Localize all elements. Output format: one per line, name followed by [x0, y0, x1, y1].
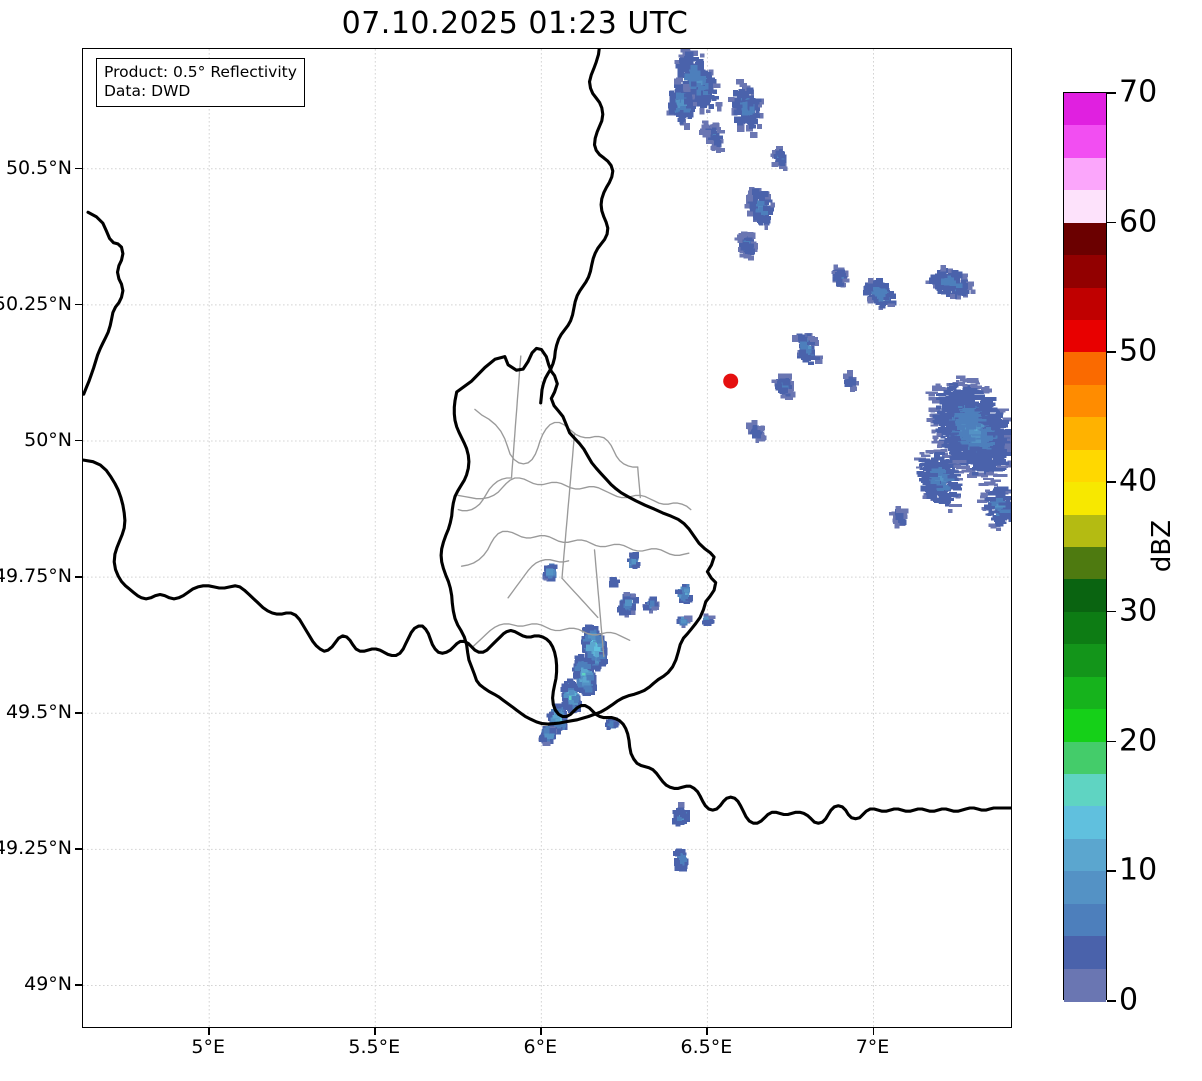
- colorbar-band: [1064, 157, 1106, 191]
- y-tick-mark: [75, 303, 82, 306]
- page-title: 07.10.2025 01:23 UTC: [341, 6, 689, 41]
- colorbar-tick-mark: [1107, 740, 1116, 743]
- country-border-layer: [83, 49, 1011, 825]
- info-data-line: Data: DWD: [104, 81, 191, 100]
- x-tick-mark: [872, 1028, 874, 1035]
- y-tick-mark: [75, 440, 82, 442]
- y-tick-label: 49°N: [24, 973, 72, 996]
- colorbar-band: [1064, 255, 1106, 289]
- colorbar-band: [1064, 774, 1106, 808]
- colorbar-band: [1064, 644, 1106, 678]
- colorbar-tick-label: 30: [1119, 593, 1158, 629]
- y-tick-mark: [75, 167, 82, 170]
- colorbar-band: [1064, 514, 1106, 548]
- colorbar-band: [1064, 611, 1106, 645]
- colorbar-band: [1064, 287, 1106, 321]
- colorbar-tick-label: 0: [1119, 982, 1139, 1018]
- x-tick-mark: [208, 1028, 210, 1035]
- colorbar-band: [1064, 384, 1106, 418]
- colorbar-band: [1064, 320, 1106, 354]
- x-tick-mark: [540, 1028, 542, 1035]
- radar-echo-layer: [538, 49, 1011, 872]
- colorbar-band: [1064, 222, 1106, 256]
- colorbar-tick-mark: [1107, 1000, 1116, 1002]
- colorbar-tick-mark: [1107, 221, 1116, 224]
- colorbar-band: [1064, 676, 1106, 710]
- colorbar-band: [1064, 741, 1106, 775]
- colorbar-tick-mark: [1107, 92, 1116, 94]
- y-tick-label: 49.5°N: [5, 701, 72, 724]
- colorbar-tick-label: 70: [1119, 74, 1158, 110]
- y-tick-label: 49.25°N: [0, 837, 72, 860]
- colorbar-band: [1064, 125, 1106, 159]
- colorbar-tick-mark: [1107, 610, 1116, 613]
- radar-site-marker[interactable]: [723, 373, 739, 389]
- colorbar-tick-label: 60: [1119, 204, 1158, 240]
- y-tick-mark: [75, 848, 82, 850]
- colorbar-tick-mark: [1107, 870, 1116, 872]
- colorbar-band: [1064, 352, 1106, 386]
- product-info-box: Product: 0.5° Reflectivity Data: DWD: [96, 58, 305, 107]
- colorbar-tick-label: 50: [1119, 333, 1158, 369]
- colorbar-band: [1064, 871, 1106, 905]
- colorbar-band: [1064, 903, 1106, 937]
- info-product-line: Product: 0.5° Reflectivity: [104, 63, 297, 81]
- y-tick-label: 50.25°N: [0, 292, 72, 315]
- colorbar-band: [1064, 417, 1106, 451]
- colorbar-band: [1064, 806, 1106, 840]
- colorbar-band: [1064, 936, 1106, 970]
- y-tick-mark: [75, 576, 82, 578]
- y-tick-mark: [75, 984, 82, 986]
- radar-site-marker-layer[interactable]: [723, 373, 739, 389]
- y-tick-label: 49.75°N: [0, 565, 72, 588]
- colorbar-band: [1064, 579, 1106, 613]
- colorbar-axis-label: dBZ: [1147, 519, 1177, 573]
- colorbar-tick-label: 40: [1119, 463, 1158, 499]
- colorbar-tick-label: 20: [1119, 723, 1158, 759]
- colorbar[interactable]: [1063, 92, 1107, 1002]
- colorbar-tick-label: 10: [1119, 852, 1158, 888]
- colorbar-band: [1064, 449, 1106, 483]
- y-tick-label: 50.5°N: [5, 156, 72, 179]
- y-tick-label: 50°N: [24, 429, 72, 451]
- colorbar-tick-mark: [1107, 351, 1116, 354]
- y-tick-mark: [75, 712, 82, 714]
- radar-map-panel[interactable]: [82, 48, 1012, 1028]
- colorbar-band: [1064, 709, 1106, 743]
- colorbar-tick-mark: [1107, 481, 1116, 483]
- x-tick-label: 5.5°E: [348, 1036, 401, 1058]
- colorbar-band: [1064, 968, 1106, 1002]
- colorbar-band: [1064, 190, 1106, 224]
- x-tick-label: 6°E: [523, 1036, 558, 1058]
- colorbar-band: [1064, 547, 1106, 581]
- radar-map-canvas: [83, 49, 1011, 1027]
- colorbar-band: [1064, 838, 1106, 872]
- x-tick-label: 7°E: [855, 1036, 890, 1058]
- x-tick-mark: [706, 1028, 708, 1035]
- x-tick-label: 6.5°E: [680, 1036, 733, 1058]
- map-gridlines: [83, 49, 1011, 1027]
- admin-boundary-layer: [457, 355, 692, 658]
- x-tick-label: 5°E: [191, 1036, 225, 1058]
- x-tick-mark: [374, 1028, 376, 1035]
- colorbar-band: [1064, 482, 1106, 516]
- colorbar-band: [1064, 93, 1106, 127]
